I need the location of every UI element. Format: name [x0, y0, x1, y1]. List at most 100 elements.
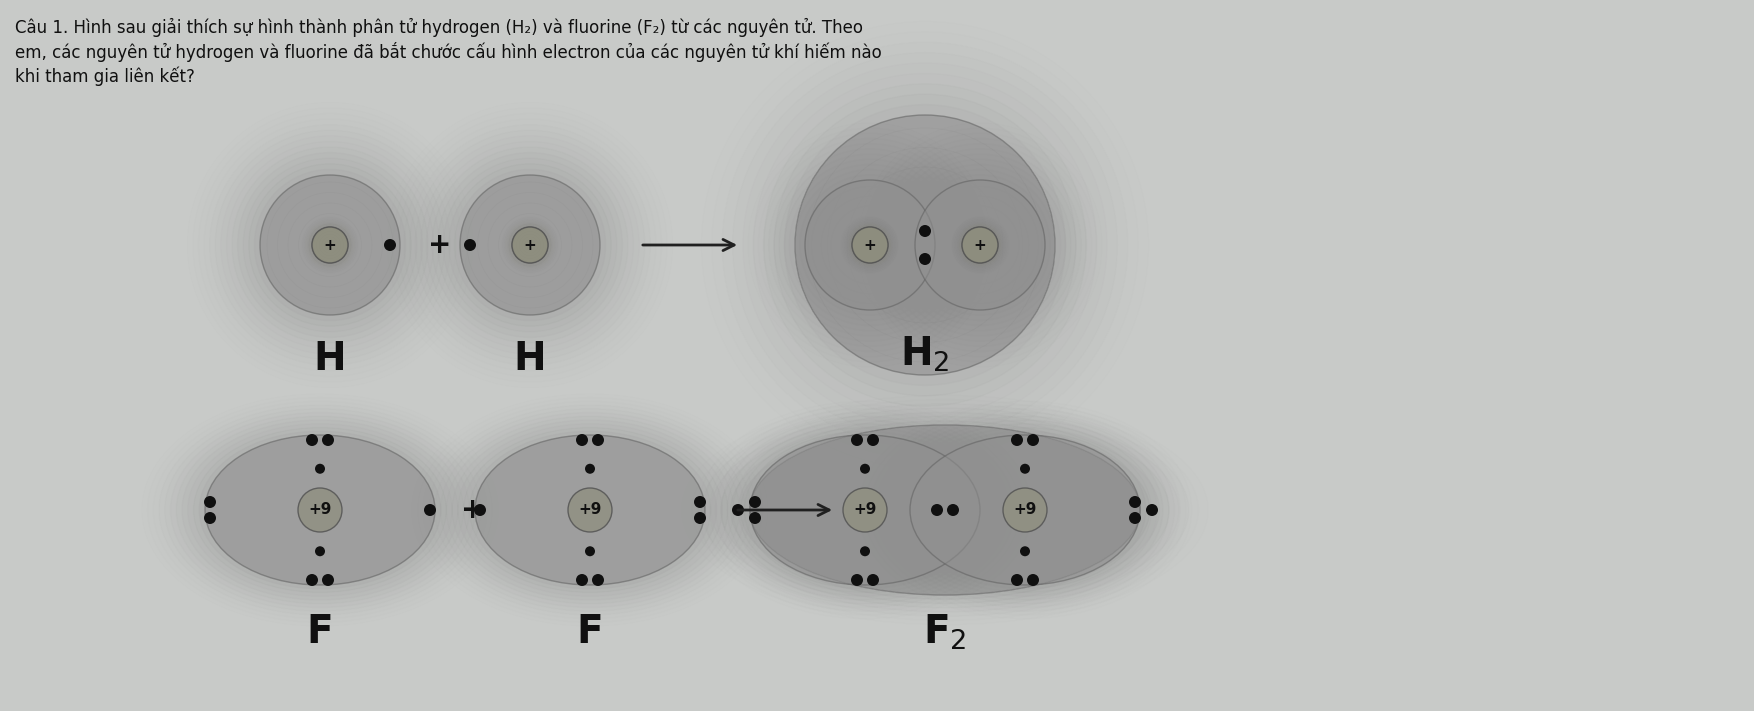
Text: +9: +9 [309, 503, 332, 518]
Text: +9: +9 [1014, 503, 1037, 518]
Circle shape [905, 170, 1056, 321]
Ellipse shape [751, 435, 980, 585]
Circle shape [852, 227, 888, 263]
Circle shape [916, 180, 1045, 310]
Ellipse shape [193, 427, 447, 592]
Circle shape [260, 175, 400, 315]
Ellipse shape [910, 435, 1140, 585]
Circle shape [866, 574, 879, 586]
Circle shape [749, 512, 761, 524]
Text: H: H [514, 340, 545, 378]
Circle shape [1028, 434, 1038, 446]
Circle shape [460, 175, 600, 315]
Ellipse shape [751, 425, 1140, 595]
Circle shape [586, 546, 595, 556]
Circle shape [593, 574, 603, 586]
Circle shape [805, 180, 935, 310]
Circle shape [695, 512, 707, 524]
Circle shape [512, 227, 547, 263]
Circle shape [449, 164, 610, 326]
Circle shape [1130, 496, 1142, 508]
Circle shape [805, 180, 935, 310]
Circle shape [947, 504, 959, 516]
Text: Câu 1. Hình sau giải thích sự hình thành phân tử hydrogen (H₂) và fluorine (F₂) : Câu 1. Hình sau giải thích sự hình thành… [16, 18, 863, 37]
Circle shape [575, 574, 588, 586]
Ellipse shape [730, 417, 1159, 604]
Text: +: + [973, 237, 986, 252]
Circle shape [1028, 574, 1038, 586]
Circle shape [305, 434, 317, 446]
Circle shape [474, 504, 486, 516]
Text: +: + [461, 496, 484, 524]
Ellipse shape [740, 421, 1151, 599]
Circle shape [203, 496, 216, 508]
Ellipse shape [200, 432, 440, 589]
Circle shape [249, 164, 410, 326]
Circle shape [384, 239, 396, 251]
Text: khi tham gia liên kết?: khi tham gia liên kết? [16, 66, 195, 85]
Circle shape [961, 227, 998, 263]
Circle shape [312, 227, 347, 263]
Ellipse shape [744, 432, 986, 589]
Circle shape [852, 227, 888, 263]
Text: +: + [863, 237, 877, 252]
Circle shape [465, 239, 475, 251]
Ellipse shape [475, 435, 705, 585]
Circle shape [424, 504, 437, 516]
Circle shape [460, 175, 600, 315]
Circle shape [575, 434, 588, 446]
Circle shape [795, 115, 1054, 375]
Circle shape [568, 488, 612, 532]
Circle shape [851, 574, 863, 586]
Ellipse shape [738, 427, 991, 592]
Circle shape [731, 504, 744, 516]
Circle shape [298, 488, 342, 532]
Circle shape [260, 175, 400, 315]
Circle shape [1010, 434, 1023, 446]
Circle shape [1021, 464, 1030, 474]
Text: F: F [577, 613, 603, 651]
Circle shape [961, 227, 998, 263]
Circle shape [1010, 574, 1023, 586]
Circle shape [1021, 546, 1030, 556]
Circle shape [203, 512, 216, 524]
Circle shape [586, 464, 595, 474]
Text: +: + [524, 237, 537, 252]
Ellipse shape [905, 432, 1145, 589]
Circle shape [454, 169, 605, 321]
Circle shape [593, 434, 603, 446]
Ellipse shape [470, 432, 710, 589]
Text: +9: +9 [852, 503, 877, 518]
Text: H$_2$: H$_2$ [900, 335, 949, 374]
Circle shape [866, 434, 879, 446]
Ellipse shape [898, 427, 1151, 592]
Circle shape [305, 574, 317, 586]
Circle shape [859, 546, 870, 556]
Circle shape [695, 496, 707, 508]
Ellipse shape [751, 425, 1140, 595]
Circle shape [316, 546, 324, 556]
Circle shape [316, 464, 324, 474]
Circle shape [512, 227, 547, 263]
Circle shape [323, 574, 333, 586]
Text: F$_2$: F$_2$ [923, 613, 966, 652]
Ellipse shape [205, 435, 435, 585]
Ellipse shape [463, 427, 716, 592]
Circle shape [323, 434, 333, 446]
Text: +: + [324, 237, 337, 252]
Circle shape [795, 115, 1054, 375]
Ellipse shape [475, 435, 705, 585]
Ellipse shape [458, 424, 723, 597]
Circle shape [312, 227, 347, 263]
Circle shape [919, 253, 931, 265]
Text: F: F [307, 613, 333, 651]
Text: em, các nguyên tử hydrogen và fluorine đã bắt chước cấu hình electron của các ng: em, các nguyên tử hydrogen và fluorine đ… [16, 42, 882, 62]
Circle shape [1145, 504, 1158, 516]
Circle shape [510, 225, 549, 264]
Circle shape [919, 225, 931, 237]
Ellipse shape [910, 435, 1140, 585]
Circle shape [312, 227, 347, 263]
Ellipse shape [205, 435, 435, 585]
Circle shape [844, 488, 888, 532]
Ellipse shape [188, 424, 453, 597]
